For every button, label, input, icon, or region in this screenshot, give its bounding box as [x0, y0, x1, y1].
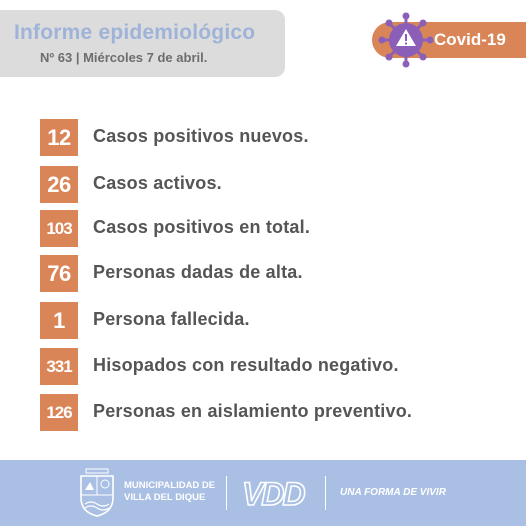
stat-label: Hisopados con resultado negativo. — [93, 355, 399, 375]
covid-label: Covid-19 — [434, 30, 506, 49]
stat-label: Casos activos. — [93, 173, 222, 193]
slogan: UNA FORMA DE VIVIR — [340, 487, 446, 498]
vdd-logo-text: VDD — [242, 476, 305, 510]
stat-value: 331 — [40, 348, 78, 385]
municipal-crest-icon — [80, 468, 114, 517]
header-card: Informe epidemiológico Nº 63 | Miércoles… — [0, 10, 285, 77]
stat-row-new-cases: 12 Casos positivos nuevos. — [40, 119, 510, 156]
stat-row-total-cases: 103 Casos positivos en total. — [40, 210, 510, 247]
stat-row-negative-swabs: 331 Hisopados con resultado negativo. — [40, 348, 510, 385]
stat-value: 1 — [40, 302, 78, 339]
stat-value: 12 — [40, 119, 78, 156]
virus-alert-icon — [378, 12, 434, 68]
municipality-line-1: MUNICIPALIDAD DE — [124, 480, 216, 491]
stat-row-active-cases: 26 Casos activos. — [40, 166, 510, 203]
report-title: Informe epidemiológico — [14, 21, 256, 44]
stat-label: Casos positivos nuevos. — [93, 126, 309, 146]
stat-value: 103 — [40, 210, 78, 247]
stat-row-deceased: 1 Persona fallecida. — [40, 302, 510, 339]
stat-row-isolation: 126 Personas en aislamiento preventivo. — [40, 394, 510, 431]
stat-label: Persona fallecida. — [93, 309, 250, 329]
report-subtitle: Nº 63 | Miércoles 7 de abril. — [40, 50, 208, 65]
stat-label: Personas dadas de alta. — [93, 262, 303, 282]
stat-value: 76 — [40, 255, 78, 292]
footer-divider — [226, 476, 227, 510]
vdd-logo: VDD — [241, 476, 308, 510]
footer-bar: MUNICIPALIDAD DE VILLA DEL DIQUE VDD UNA… — [0, 460, 526, 526]
stat-label: Casos positivos en total. — [93, 217, 311, 237]
footer-divider — [325, 476, 326, 510]
stat-value: 26 — [40, 166, 78, 203]
municipality-name: MUNICIPALIDAD DE VILLA DEL DIQUE — [124, 480, 215, 504]
stat-value: 126 — [40, 394, 78, 431]
stat-row-discharged: 76 Personas dadas de alta. — [40, 255, 510, 292]
stat-label: Personas en aislamiento preventivo. — [93, 401, 413, 421]
municipality-line-2: VILLA DEL DIQUE — [124, 492, 206, 503]
